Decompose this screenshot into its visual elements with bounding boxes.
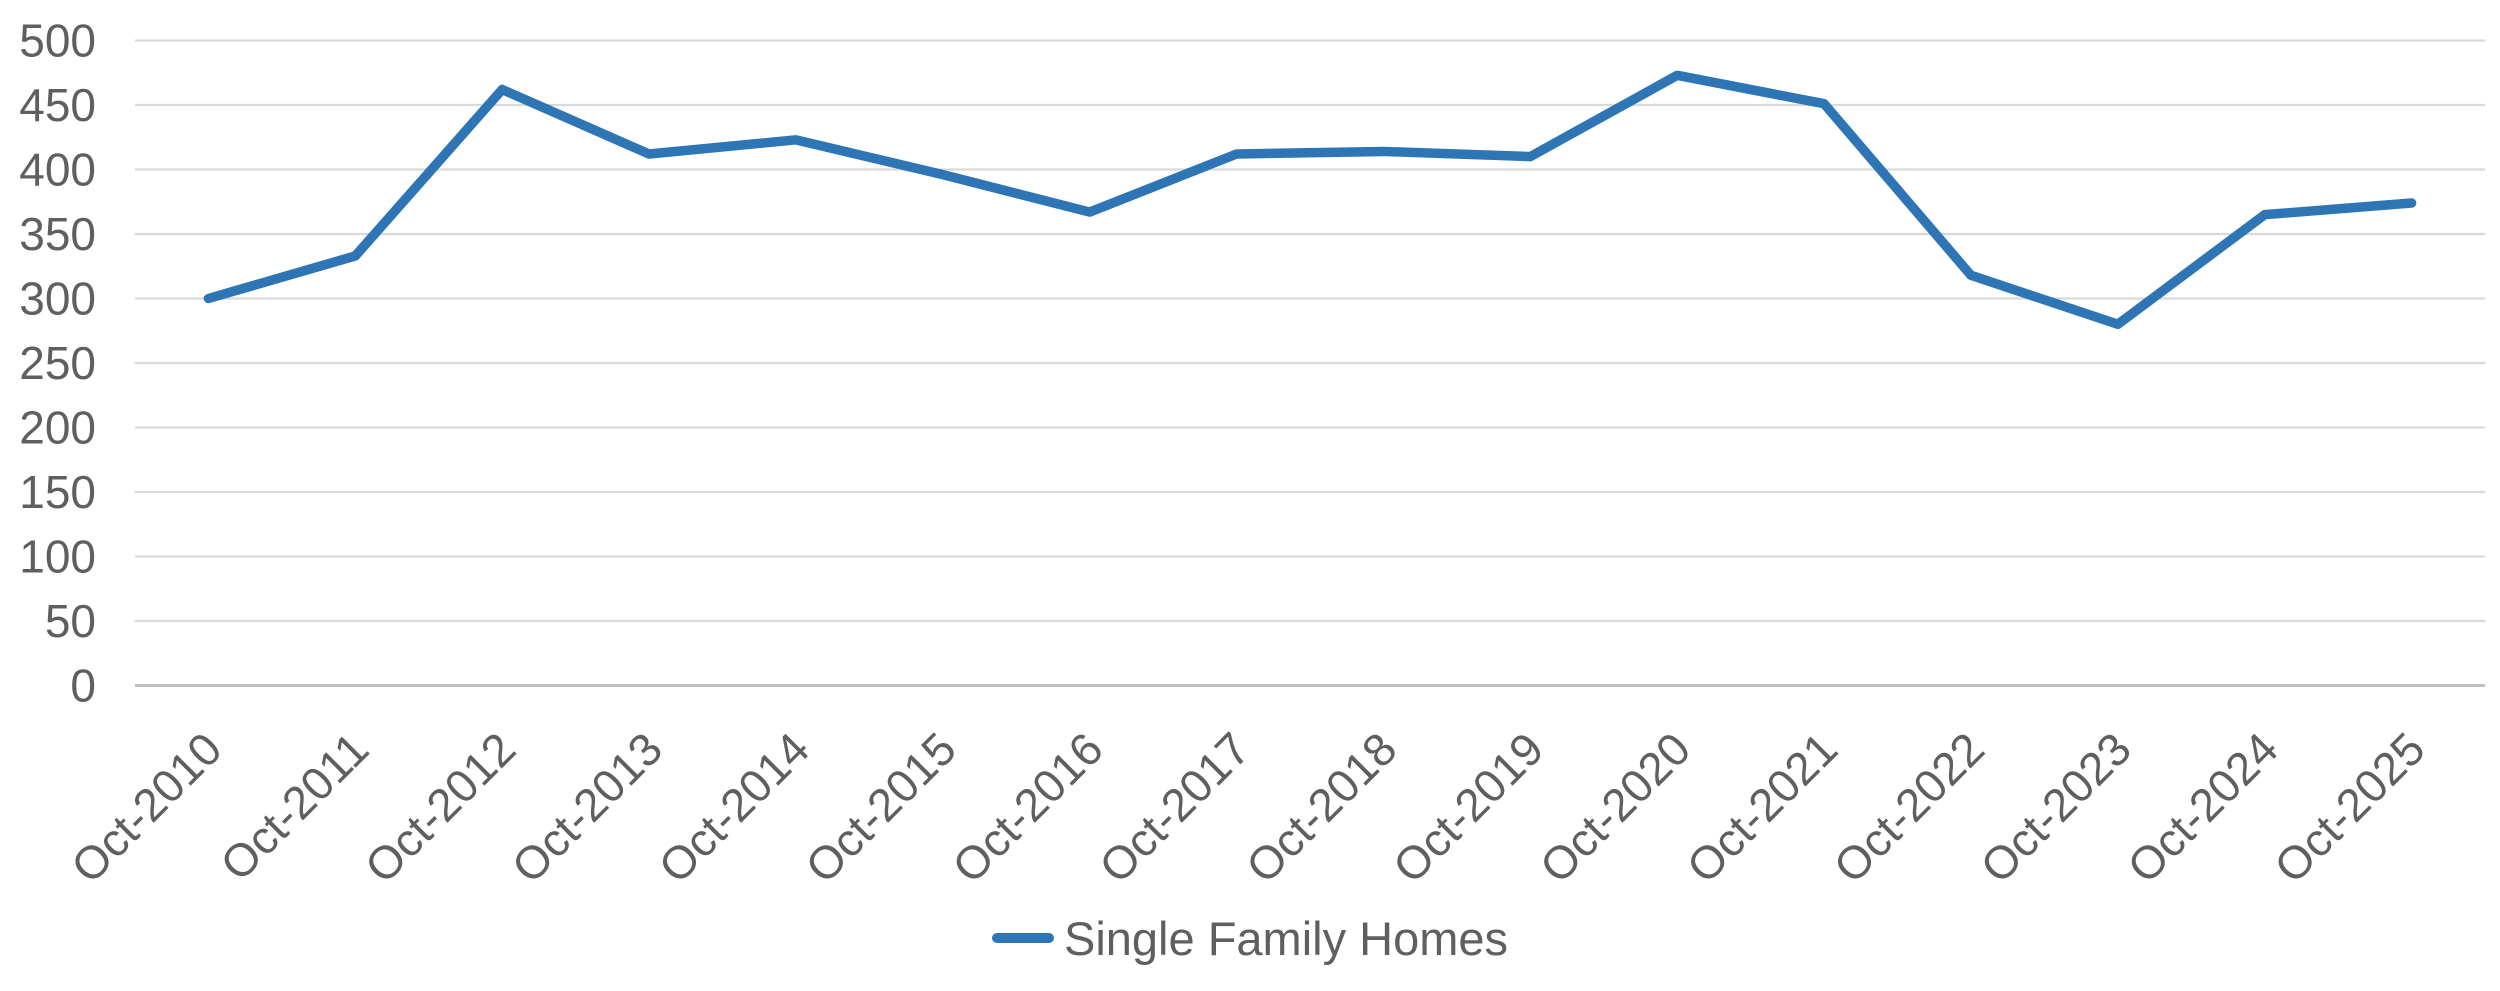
y-tick-label: 300 bbox=[19, 273, 96, 325]
x-tick-label: Oct-2020 bbox=[1530, 722, 1701, 893]
chart-legend: Single Family Homes bbox=[0, 906, 2500, 970]
x-tick-label: Oct-2023 bbox=[1970, 722, 2141, 893]
x-tick-label: Oct-2017 bbox=[1089, 722, 1260, 893]
x-tick-label: Oct-2022 bbox=[1823, 722, 1994, 893]
y-tick-label: 250 bbox=[19, 337, 96, 389]
series-line-single-family-homes bbox=[203, 70, 2417, 330]
x-axis-tick-labels: Oct-2010Oct-2011Oct-2012Oct-2013Oct-2014… bbox=[61, 722, 2435, 893]
y-tick-label: 50 bbox=[45, 595, 96, 647]
y-tick-label: 0 bbox=[70, 660, 96, 712]
y-tick-label: 150 bbox=[19, 466, 96, 518]
y-tick-label: 400 bbox=[19, 144, 96, 196]
x-tick-label: Oct-2010 bbox=[61, 722, 232, 893]
x-tick-label: Oct-2019 bbox=[1383, 722, 1554, 893]
x-tick-label: Oct-2011 bbox=[210, 722, 378, 890]
x-tick-label: Oct-2012 bbox=[355, 722, 526, 893]
x-tick-label: Oct-2025 bbox=[2264, 722, 2435, 893]
x-tick-label: Oct-2018 bbox=[1236, 722, 1407, 893]
x-tick-label: Oct-2014 bbox=[648, 722, 819, 893]
y-tick-label: 100 bbox=[19, 531, 96, 583]
x-tick-label: Oct-2021 bbox=[1677, 722, 1848, 893]
y-tick-label: 500 bbox=[19, 15, 96, 67]
y-tick-label: 450 bbox=[19, 79, 96, 131]
x-tick-label: Oct-2016 bbox=[942, 722, 1113, 893]
legend-line-swatch bbox=[991, 933, 1054, 943]
x-tick-label: Oct-2024 bbox=[2117, 722, 2288, 893]
x-tick-label: Oct-2013 bbox=[502, 722, 673, 893]
x-tick-label: Oct-2015 bbox=[795, 722, 966, 893]
y-tick-label: 200 bbox=[19, 402, 96, 454]
legend-label: Single Family Homes bbox=[1063, 911, 1509, 965]
y-tick-label: 350 bbox=[19, 208, 96, 260]
gridlines bbox=[135, 39, 2485, 687]
